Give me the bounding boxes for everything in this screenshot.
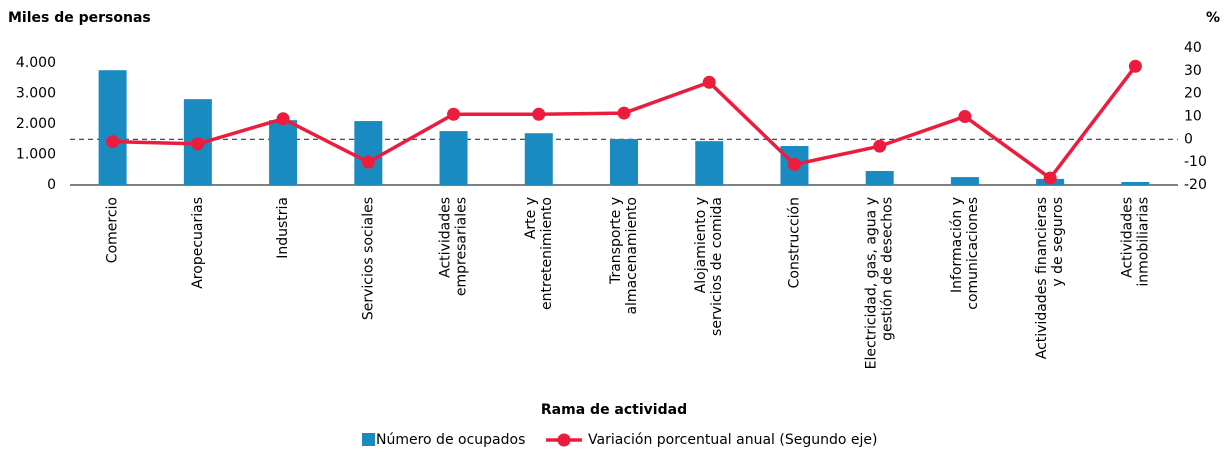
- x-tick-label: Aropecuarias: [190, 197, 206, 289]
- bar: [950, 177, 979, 185]
- x-tick-label: Transporte yalmacenamiento: [608, 197, 640, 315]
- y-tick-label: 2.000: [16, 116, 56, 132]
- line-point: [1128, 59, 1142, 73]
- x-tick-label: Electricidad, gas, agua ygestión de dese…: [864, 197, 896, 369]
- line-point: [106, 135, 120, 149]
- line-point: [702, 75, 716, 89]
- y2-tick-label: 40: [1184, 40, 1202, 56]
- bar: [524, 133, 553, 185]
- line-point: [361, 155, 375, 169]
- line-point: [191, 137, 205, 151]
- bar: [1121, 181, 1150, 185]
- line-point: [958, 110, 972, 123]
- y2-tick-label: 0: [1184, 131, 1193, 147]
- legend-swatch: [362, 433, 375, 446]
- y2-axis-title: %: [1206, 10, 1220, 26]
- x-tick-label: Arte yentretenimiento: [523, 197, 555, 310]
- y2-tick-label: -20: [1184, 177, 1207, 193]
- bar: [439, 131, 468, 185]
- line-point: [873, 139, 887, 153]
- line-point: [787, 157, 801, 171]
- x-tick-label: Servicios sociales: [360, 197, 376, 320]
- x-tick-label: Actividades financierasy de seguros: [1034, 197, 1066, 359]
- y2-tick-label: 20: [1184, 86, 1202, 102]
- bar: [695, 141, 724, 185]
- bar: [610, 139, 638, 185]
- y2-tick-label: 10: [1184, 109, 1202, 125]
- legend-label: Variación porcentual anual (Segundo eje): [588, 432, 877, 448]
- x-tick-label: Información ycomunicaciones: [949, 197, 981, 310]
- bar: [269, 120, 298, 185]
- y2-tick-label: -10: [1184, 154, 1207, 170]
- bar: [98, 70, 127, 185]
- legend-swatch: [557, 433, 571, 447]
- y-tick-label: 3.000: [16, 86, 56, 102]
- x-tick-label: Industria: [275, 197, 291, 259]
- y-tick-label: 4.000: [16, 55, 56, 71]
- x-axis-title: Rama de actividad: [541, 402, 687, 418]
- line-point: [617, 106, 631, 120]
- x-tick-label: Actividadesinmobiliarias: [1119, 197, 1151, 287]
- line-point: [276, 112, 290, 126]
- line-point: [447, 107, 461, 121]
- line-point: [1043, 171, 1057, 185]
- y-tick-label: 0: [47, 177, 56, 193]
- bar: [354, 121, 383, 185]
- legend-label: Número de ocupados: [376, 432, 525, 448]
- y-tick-label: 1.000: [16, 147, 56, 163]
- x-tick-label: Construcción: [786, 197, 802, 288]
- y2-tick-label: 30: [1184, 63, 1202, 79]
- line-point: [532, 107, 546, 121]
- x-tick-label: Comercio: [105, 197, 121, 263]
- bar: [865, 170, 894, 185]
- x-tick-label: Actividadesempresariales: [438, 197, 470, 296]
- x-tick-label: Alojamiento yservicios de comida: [693, 197, 725, 336]
- y-axis-title: Miles de personas: [8, 10, 151, 26]
